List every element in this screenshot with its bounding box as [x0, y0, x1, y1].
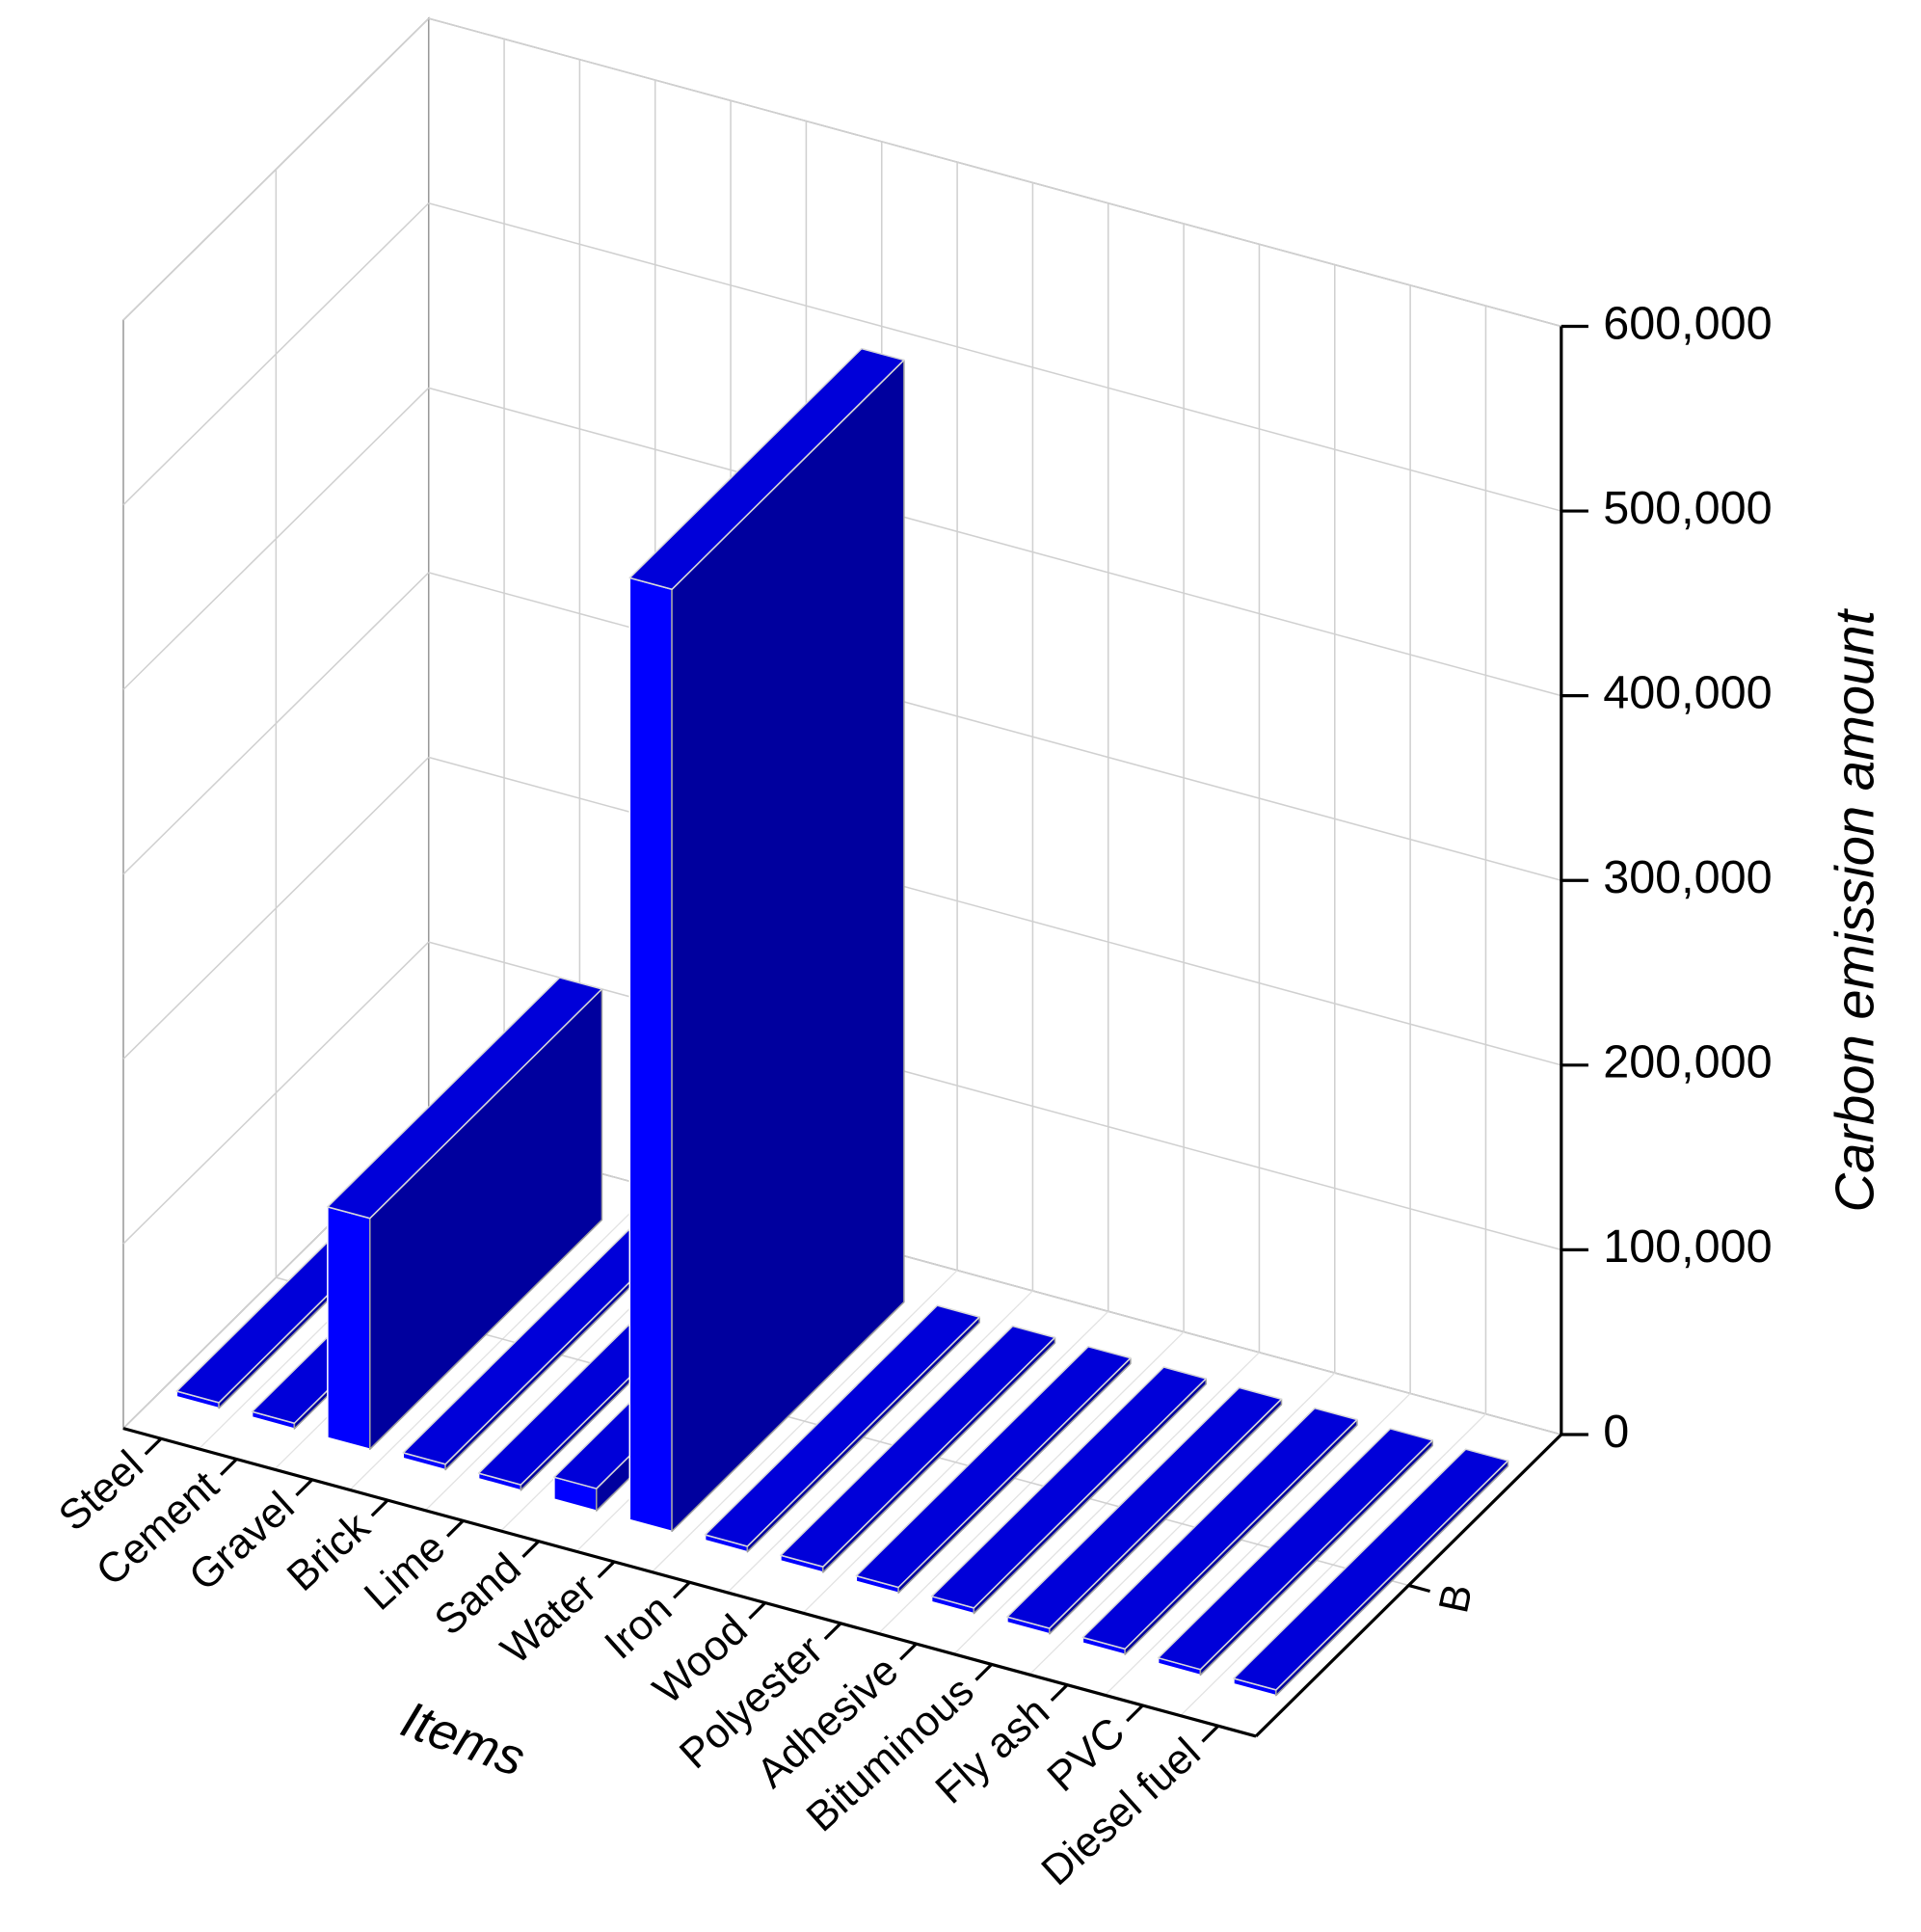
x-tick [899, 1642, 918, 1661]
bar [855, 1346, 1132, 1595]
y-axis-title: Carbon emission amount [1825, 607, 1885, 1212]
bar [1157, 1428, 1433, 1677]
bar-front [628, 577, 673, 1533]
x-tick [823, 1622, 842, 1641]
bar-top [704, 1304, 980, 1547]
bar-top [1081, 1407, 1358, 1650]
bar [704, 1304, 980, 1553]
grid-line [428, 17, 1561, 328]
y-tick-label: 600,000 [1603, 297, 1772, 349]
grid-line [428, 572, 1561, 881]
x-tick-label: Iron [597, 1586, 681, 1669]
y-tick-label: 200,000 [1603, 1036, 1772, 1088]
x-tick [295, 1478, 313, 1497]
y-tick-label: 0 [1603, 1406, 1629, 1458]
bar [780, 1325, 1056, 1573]
x-tick [1126, 1704, 1144, 1723]
bar-top [1233, 1448, 1509, 1691]
x-axis-title: Items [394, 1690, 533, 1787]
x-tick [748, 1601, 766, 1620]
bar-top [1006, 1386, 1283, 1629]
bar [1006, 1386, 1283, 1635]
grid-line [428, 387, 1561, 697]
x-tick [521, 1540, 540, 1558]
x-tick [446, 1519, 465, 1538]
bar-top [327, 977, 603, 1220]
y-tick-label: 400,000 [1603, 666, 1772, 718]
depth-tick [1407, 1583, 1431, 1594]
x-tick [974, 1663, 993, 1681]
bar-front [327, 1206, 371, 1450]
grid-line [428, 941, 1561, 1251]
bar [402, 1222, 679, 1471]
grid-line [428, 756, 1561, 1066]
grid-line [428, 1125, 1561, 1436]
y-tick-label: 500,000 [1603, 482, 1772, 534]
bar-top [628, 347, 905, 591]
x-tick [597, 1560, 616, 1579]
x-tick [144, 1437, 163, 1456]
x-tick [220, 1458, 238, 1476]
depth-tick-label: B [1430, 1580, 1481, 1617]
y-tick-label: 300,000 [1603, 851, 1772, 903]
x-tick [1201, 1725, 1219, 1743]
x-tick [673, 1581, 691, 1599]
y-tick-label: 100,000 [1603, 1221, 1772, 1273]
bar-top [855, 1346, 1132, 1589]
grid-line [428, 202, 1561, 512]
bar [930, 1366, 1207, 1615]
bar [628, 347, 905, 1533]
bar-top [1157, 1428, 1433, 1671]
bar-top [780, 1325, 1056, 1568]
bar [1233, 1448, 1509, 1697]
x-tick [1050, 1683, 1069, 1702]
bar-top [930, 1366, 1207, 1609]
x-tick [370, 1498, 389, 1517]
bar [1081, 1407, 1358, 1655]
bar [327, 977, 603, 1450]
